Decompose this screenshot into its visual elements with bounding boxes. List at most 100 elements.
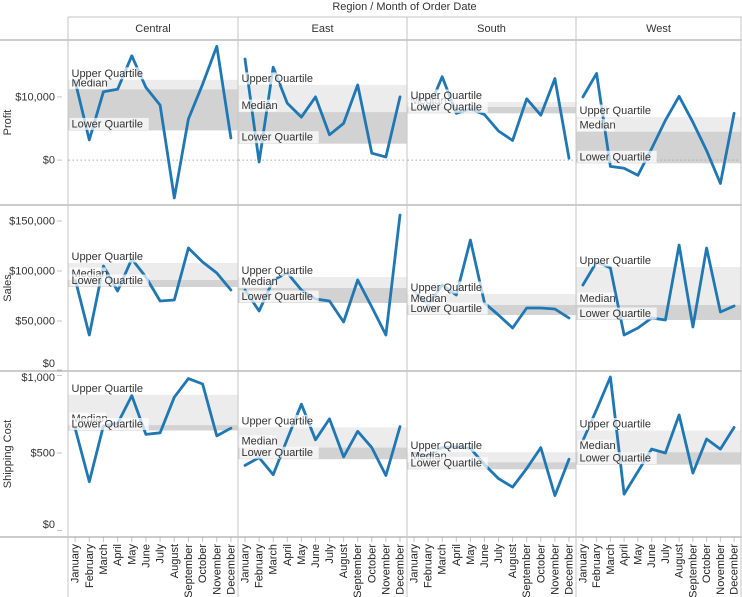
band-label-halo	[239, 131, 319, 144]
band-label-median-quartile: Median	[239, 435, 278, 448]
month-label-august: August	[674, 544, 686, 578]
band-label-text: Upper Quartile	[580, 419, 652, 431]
row-label-sales: Sales	[2, 274, 14, 302]
band-label-upper-quartile: Upper Quartile	[239, 72, 319, 85]
band-label-halo	[239, 290, 319, 303]
month-label-august: August	[507, 544, 519, 578]
band-label-halo	[69, 274, 149, 287]
band-label-upper-quartile: Upper Quartile	[69, 250, 149, 263]
band-label-text: Median	[580, 293, 616, 305]
band-label-halo	[239, 99, 277, 112]
month-label-january: January	[577, 544, 589, 584]
band-label-lower-quartile: Lower Quartile	[69, 418, 149, 431]
y-tick-label: $1,000	[21, 372, 55, 384]
band-label-halo	[408, 292, 446, 305]
y-tick-label: $500	[31, 448, 55, 460]
band-label-lower-quartile: Lower Quartile	[577, 150, 657, 163]
band-label-halo	[69, 76, 107, 89]
band-label-upper-quartile: Upper Quartile	[239, 264, 319, 277]
month-label-july: July	[324, 544, 336, 564]
month-label-january: January	[409, 544, 421, 584]
band-label-lower-quartile: Lower Quartile	[239, 290, 319, 303]
band-label-text: Upper Quartile	[580, 105, 652, 117]
quartile-band-lower	[407, 462, 576, 470]
month-label-january: January	[240, 544, 252, 584]
band-label-lower-quartile: Lower Quartile	[69, 117, 149, 130]
band-label-median-quartile: Median	[69, 76, 108, 89]
band-label-upper-quartile: Upper Quartile	[69, 67, 149, 80]
panel-shipping-cost-east: Median Upper Quartile Lower Quartile	[238, 402, 407, 477]
band-label-text: Lower Quartile	[72, 419, 144, 431]
central-shipping-cost-line[interactable]	[73, 377, 233, 484]
month-label-june: June	[140, 544, 152, 568]
band-label-lower-quartile: Lower Quartile	[408, 302, 488, 315]
band-label-halo	[239, 275, 277, 288]
band-label-text: Median	[242, 100, 278, 112]
panel-profit-east: Median Upper Quartile Lower Quartile	[238, 57, 407, 164]
quartile-band-upper	[238, 277, 407, 288]
band-label-halo	[239, 414, 319, 427]
band-label-halo	[577, 254, 657, 267]
band-label-text: Lower Quartile	[580, 308, 652, 320]
month-label-december: December	[395, 544, 407, 595]
band-label-halo	[408, 439, 488, 452]
west-sales-line[interactable]	[581, 243, 736, 337]
band-label-halo	[239, 264, 319, 277]
panel-shipping-cost-west: Median Upper Quartile Lower Quartile	[576, 375, 741, 496]
month-label-october: October	[366, 544, 378, 583]
east-shipping-cost-line[interactable]	[243, 402, 402, 477]
column-header-east: East	[311, 23, 333, 35]
row-label-profit: Profit	[2, 110, 14, 136]
quartile-band-upper	[68, 79, 238, 90]
y-tick-label: $150,000	[9, 216, 55, 228]
month-label-march: March	[268, 544, 280, 575]
west-shipping-cost-line[interactable]	[581, 375, 736, 496]
panel-profit-west: Median Upper Quartile Lower Quartile	[576, 72, 741, 185]
month-label-january: January	[70, 544, 82, 584]
south-profit-line[interactable]	[412, 75, 571, 160]
month-label-march: March	[98, 544, 110, 575]
month-label-february: February	[591, 544, 603, 589]
band-label-halo	[69, 67, 149, 80]
band-label-text: Lower Quartile	[242, 447, 314, 459]
month-label-may: May	[296, 544, 308, 565]
month-label-february: February	[254, 544, 266, 589]
band-label-median-quartile: Median	[239, 99, 278, 112]
band-label-median-quartile: Median	[577, 439, 616, 452]
band-label-halo	[577, 307, 657, 320]
band-label-halo	[239, 72, 319, 85]
month-label-september: September	[183, 544, 195, 597]
band-label-text: Median	[242, 436, 278, 448]
band-label-halo	[69, 382, 149, 395]
band-label-text: Median	[580, 120, 616, 132]
band-label-text: Upper Quartile	[411, 440, 483, 452]
y-tick-label: $0	[43, 155, 55, 167]
band-label-lower-quartile: Lower Quartile	[577, 307, 657, 320]
quartile-band-upper	[407, 294, 576, 305]
band-label-halo	[69, 418, 149, 430]
band-label-text: Upper Quartile	[72, 68, 144, 80]
band-label-lower-quartile: Lower Quartile	[239, 131, 319, 144]
row-label-shipping-cost: Shipping Cost	[2, 420, 14, 489]
quartile-band-upper	[238, 427, 407, 448]
band-label-upper-quartile: Upper Quartile	[577, 418, 657, 431]
band-label-text: Median	[411, 293, 447, 305]
band-label-halo	[577, 452, 657, 465]
y-tick-label: $0	[43, 358, 55, 370]
band-label-text: Lower Quartile	[411, 101, 483, 113]
band-label-text: Upper Quartile	[72, 383, 144, 395]
column-header-central: Central	[135, 23, 170, 35]
band-label-text: Median	[242, 276, 278, 288]
band-label-text: Lower Quartile	[580, 151, 652, 163]
quartile-band-upper	[407, 452, 576, 463]
month-label-october: October	[701, 544, 713, 583]
band-label-text: Lower Quartile	[72, 275, 144, 287]
central-profit-line[interactable]	[73, 44, 233, 200]
